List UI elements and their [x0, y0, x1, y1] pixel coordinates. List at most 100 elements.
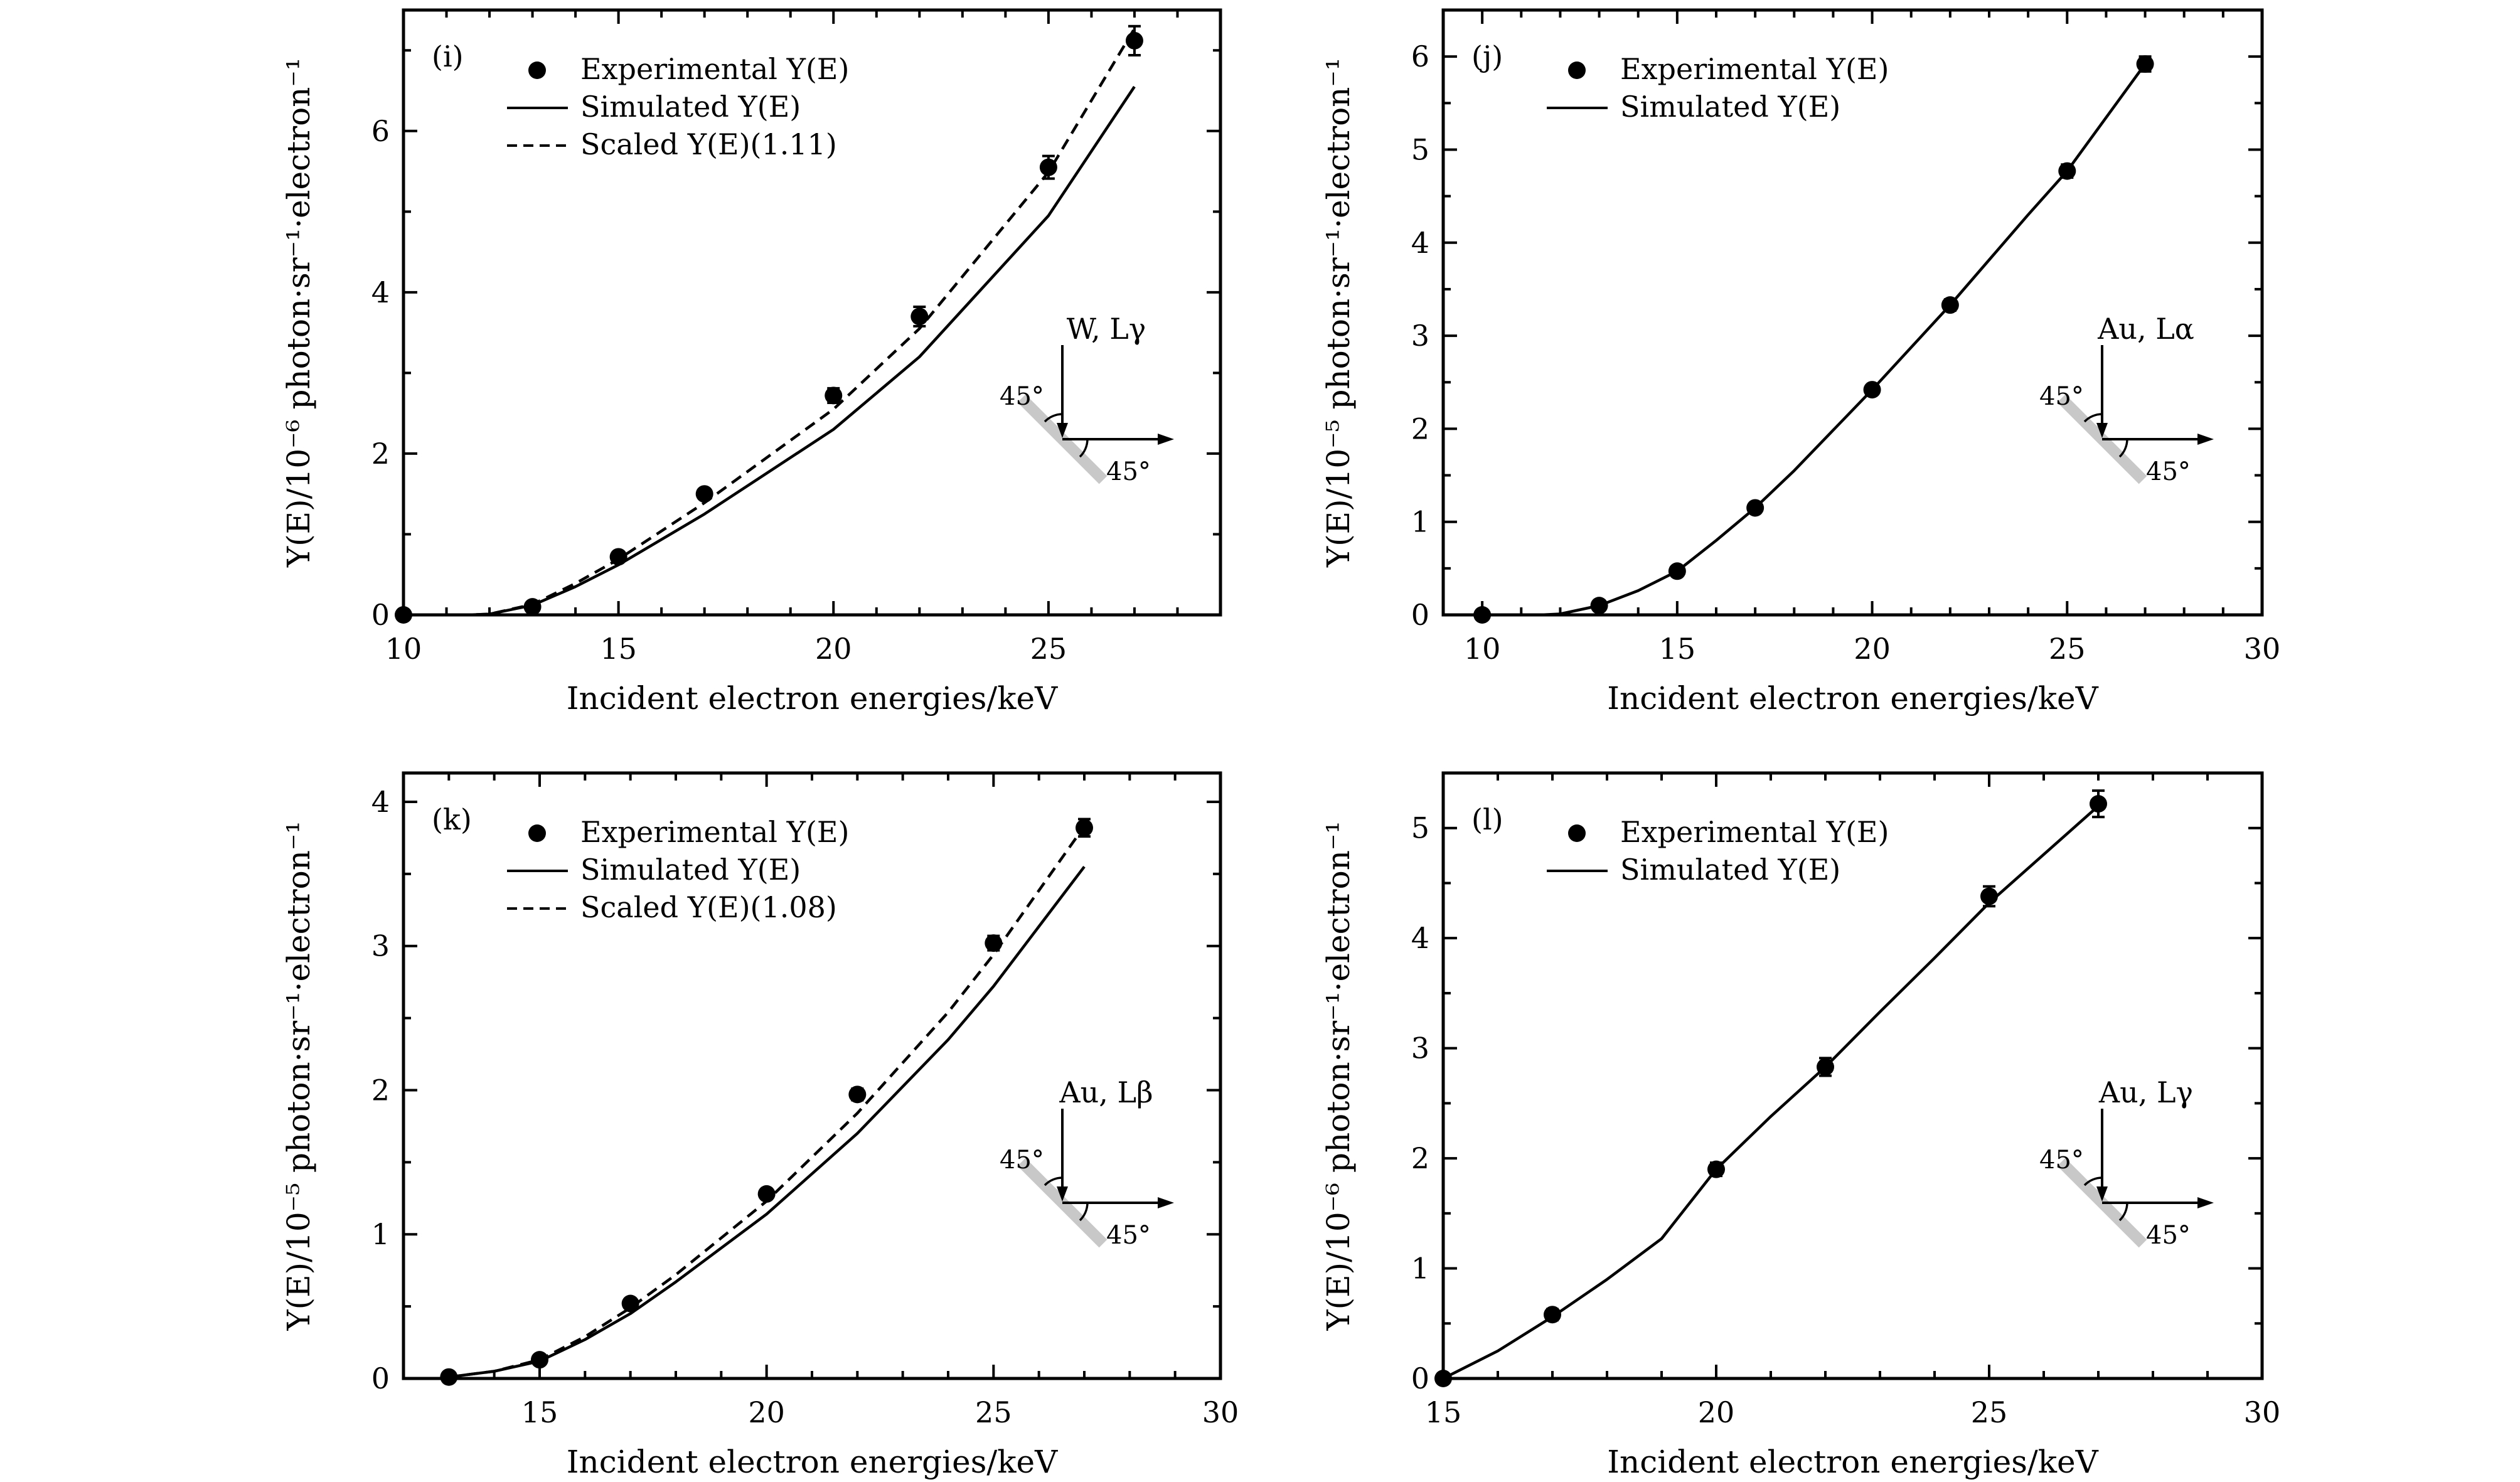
legend-label: Scaled Y(E)(1.11): [580, 127, 837, 161]
data-point: [1980, 887, 1998, 905]
simulated-curve: [1442, 804, 2100, 1380]
angle-arc-in: [2083, 1176, 2103, 1186]
plot-frame: [402, 8, 1222, 617]
data-point: [440, 1368, 458, 1386]
x-tick-label: 15: [521, 1395, 558, 1429]
y-tick-label: 0: [1411, 598, 1429, 632]
data-point: [1125, 31, 1143, 50]
incident-arrowhead: [1057, 423, 1068, 438]
incident-arrowhead: [2096, 423, 2108, 438]
legend-marker: [1568, 824, 1586, 842]
y-tick-label: 3: [371, 929, 390, 963]
y-tick-label: 2: [1411, 1141, 1429, 1175]
x-axis-label: Incident electron energies/keV: [567, 1444, 1058, 1480]
angle-arc-in: [1044, 1176, 1063, 1186]
data-point: [1473, 606, 1492, 624]
angle-out-label: 45°: [1106, 457, 1151, 486]
panel-label: (i): [432, 40, 464, 73]
data-point: [695, 485, 713, 503]
x-tick-label: 25: [1030, 632, 1067, 666]
y-axis-label: Y(E)/10⁻⁵ photon·sr⁻¹·electron⁻¹: [1320, 58, 1357, 568]
y-tick-label: 6: [371, 114, 390, 148]
y-tick-label: 1: [1411, 505, 1429, 539]
x-tick-label: 15: [1659, 632, 1696, 666]
y-tick-label: 2: [1411, 412, 1429, 445]
plot-frame: [1441, 771, 2264, 1380]
data-point: [825, 386, 843, 405]
angle-out-label: 45°: [2146, 1221, 2191, 1250]
legend-label: Experimental Y(E): [580, 52, 849, 86]
y-axis-label: Y(E)/10⁻⁶ photon·sr⁻¹·electron⁻¹: [1320, 821, 1357, 1331]
angle-arc-in: [2083, 413, 2103, 423]
panel-4: 15 20 25 30 0 1 2 3 4 5 Incident electron energies…: [1320, 771, 2280, 1480]
x-tick-label: 15: [600, 632, 637, 666]
material-label: Au, Lα: [2097, 312, 2194, 346]
x-axis-label: Incident electron energies/keV: [1607, 680, 2098, 717]
x-tick-label: 25: [2049, 632, 2086, 666]
y-tick-label: 1: [1411, 1252, 1429, 1286]
y-tick-label: 0: [371, 1362, 390, 1395]
panel-label: (j): [1471, 40, 1503, 73]
data-point: [1076, 819, 1093, 837]
legend-marker: [528, 61, 546, 79]
plot-frame: [1441, 8, 2264, 617]
incident-arrowhead: [1057, 1186, 1068, 1202]
angle-arc-out: [1079, 439, 1089, 458]
y-tick-label: 2: [371, 1073, 390, 1107]
legend-marker: [1568, 61, 1586, 79]
y-tick-label: 0: [1411, 1362, 1429, 1395]
x-tick-label: 10: [385, 632, 422, 666]
panel-2: 10 15 20 25 30 0 1 2 3 4 5 6 Incident electron energ…: [1320, 8, 2280, 717]
legend-label: Experimental Y(E): [1620, 815, 1889, 849]
angle-in-label: 45°: [2039, 382, 2084, 411]
detector-arrowhead: [1158, 434, 1174, 445]
y-tick-label: 4: [1411, 921, 1429, 955]
data-point: [2090, 795, 2107, 813]
data-point: [609, 548, 627, 566]
incident-arrowhead: [2096, 1186, 2108, 1202]
data-point: [1434, 1370, 1452, 1387]
material-label: Au, Lγ: [2098, 1075, 2193, 1109]
y-tick-label: 4: [371, 785, 390, 819]
data-point: [1590, 597, 1608, 615]
y-tick-label: 5: [1411, 811, 1429, 845]
simulated-curve: [1482, 63, 2147, 617]
data-point: [523, 598, 542, 616]
material-label: W, Lγ: [1067, 312, 1146, 346]
simulated-curve: [403, 85, 1136, 617]
y-axis-label: Y(E)/10⁻⁵ photon·sr⁻¹·electron⁻¹: [280, 821, 317, 1331]
data-point: [531, 1351, 548, 1369]
x-tick-label: 25: [1971, 1395, 2008, 1429]
legend-label: Simulated Y(E): [1620, 853, 1840, 887]
data-point: [1668, 562, 1686, 580]
scaled-curve: [449, 825, 1086, 1378]
angle-out-label: 45°: [1106, 1221, 1151, 1250]
panel-label: (k): [432, 802, 472, 836]
data-point: [1941, 296, 1959, 314]
x-tick-label: 15: [1425, 1395, 1462, 1429]
data-point: [1039, 158, 1057, 176]
angle-arc-in: [1044, 413, 1063, 423]
y-tick-label: 0: [371, 598, 390, 632]
scaled-curve: [403, 28, 1136, 617]
angle-arc-out: [2118, 1202, 2128, 1222]
y-tick-label: 4: [371, 275, 390, 309]
legend-label: Experimental Y(E): [580, 815, 849, 849]
data-point: [910, 307, 929, 326]
data-point: [1746, 499, 1765, 517]
y-tick-label: 3: [1411, 1032, 1429, 1065]
legend-label: Experimental Y(E): [1620, 52, 1889, 86]
y-tick-label: 6: [1411, 40, 1429, 73]
legend-label: Simulated Y(E): [580, 90, 801, 124]
angle-in-label: 45°: [1000, 1146, 1044, 1175]
y-tick-label: 4: [1411, 226, 1429, 260]
data-point: [757, 1185, 776, 1203]
data-point: [2058, 162, 2076, 180]
detector-arrowhead: [2197, 1197, 2214, 1208]
legend-label: Scaled Y(E)(1.08): [580, 890, 837, 924]
panel-label: (l): [1471, 802, 1503, 836]
angle-arc-out: [2118, 439, 2128, 458]
panel-1: 10 15 20 25 0 2 4 6 Incident electron energies/k…: [280, 8, 1222, 717]
data-point: [621, 1294, 639, 1313]
